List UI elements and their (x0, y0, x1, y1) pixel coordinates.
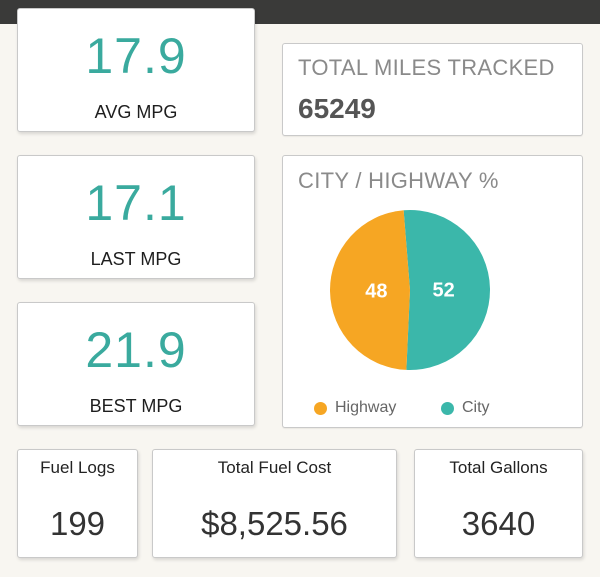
legend-highway-label: Highway (335, 399, 397, 416)
total-miles-value: 65249 (298, 93, 376, 124)
last-mpg-card: 17.1 LAST MPG (17, 155, 255, 279)
city-highway-title: CITY / HIGHWAY % (298, 168, 499, 193)
total-fuel-cost-card: Total Fuel Cost $8,525.56 (152, 449, 397, 558)
avg-mpg-card: 17.9 AVG MPG (17, 8, 255, 132)
fuel-logs-value: 199 (49, 505, 106, 542)
best-mpg-label: BEST MPG (89, 396, 183, 416)
fuel-logs-card: Fuel Logs 199 (17, 449, 138, 558)
last-mpg-label: LAST MPG (90, 249, 182, 269)
avg-mpg-value: 17.9 (85, 28, 187, 84)
total-fuel-cost-value: $8,525.56 (201, 505, 348, 542)
total-gallons-title: Total Gallons (449, 458, 548, 477)
pie-slice-city (403, 210, 491, 370)
avg-mpg-label: AVG MPG (94, 102, 178, 122)
total-gallons-card: Total Gallons 3640 (414, 449, 583, 558)
total-miles-card: TOTAL MILES TRACKED 65249 (282, 43, 583, 136)
pie-label-highway: 48 (365, 281, 387, 303)
best-mpg-value: 21.9 (85, 322, 187, 378)
legend-city: City (441, 399, 490, 417)
best-mpg-card: 21.9 BEST MPG (17, 302, 255, 426)
highway-dot-icon (314, 401, 327, 415)
pie-slice-highway (330, 210, 410, 370)
legend-city-label: City (462, 399, 490, 416)
total-gallons-value: 3640 (461, 505, 536, 542)
legend-highway: Highway (314, 399, 396, 417)
city-highway-card: CITY / HIGHWAY % 52 48 Highway City (282, 155, 583, 428)
total-miles-title: TOTAL MILES TRACKED (298, 55, 555, 80)
fuel-logs-title: Fuel Logs (40, 458, 115, 477)
pie-label-city: 52 (432, 279, 454, 301)
city-dot-icon (441, 401, 454, 415)
city-highway-pie-chart: 52 48 (330, 210, 491, 370)
last-mpg-value: 17.1 (85, 175, 187, 231)
total-fuel-cost-title: Total Fuel Cost (217, 458, 332, 477)
